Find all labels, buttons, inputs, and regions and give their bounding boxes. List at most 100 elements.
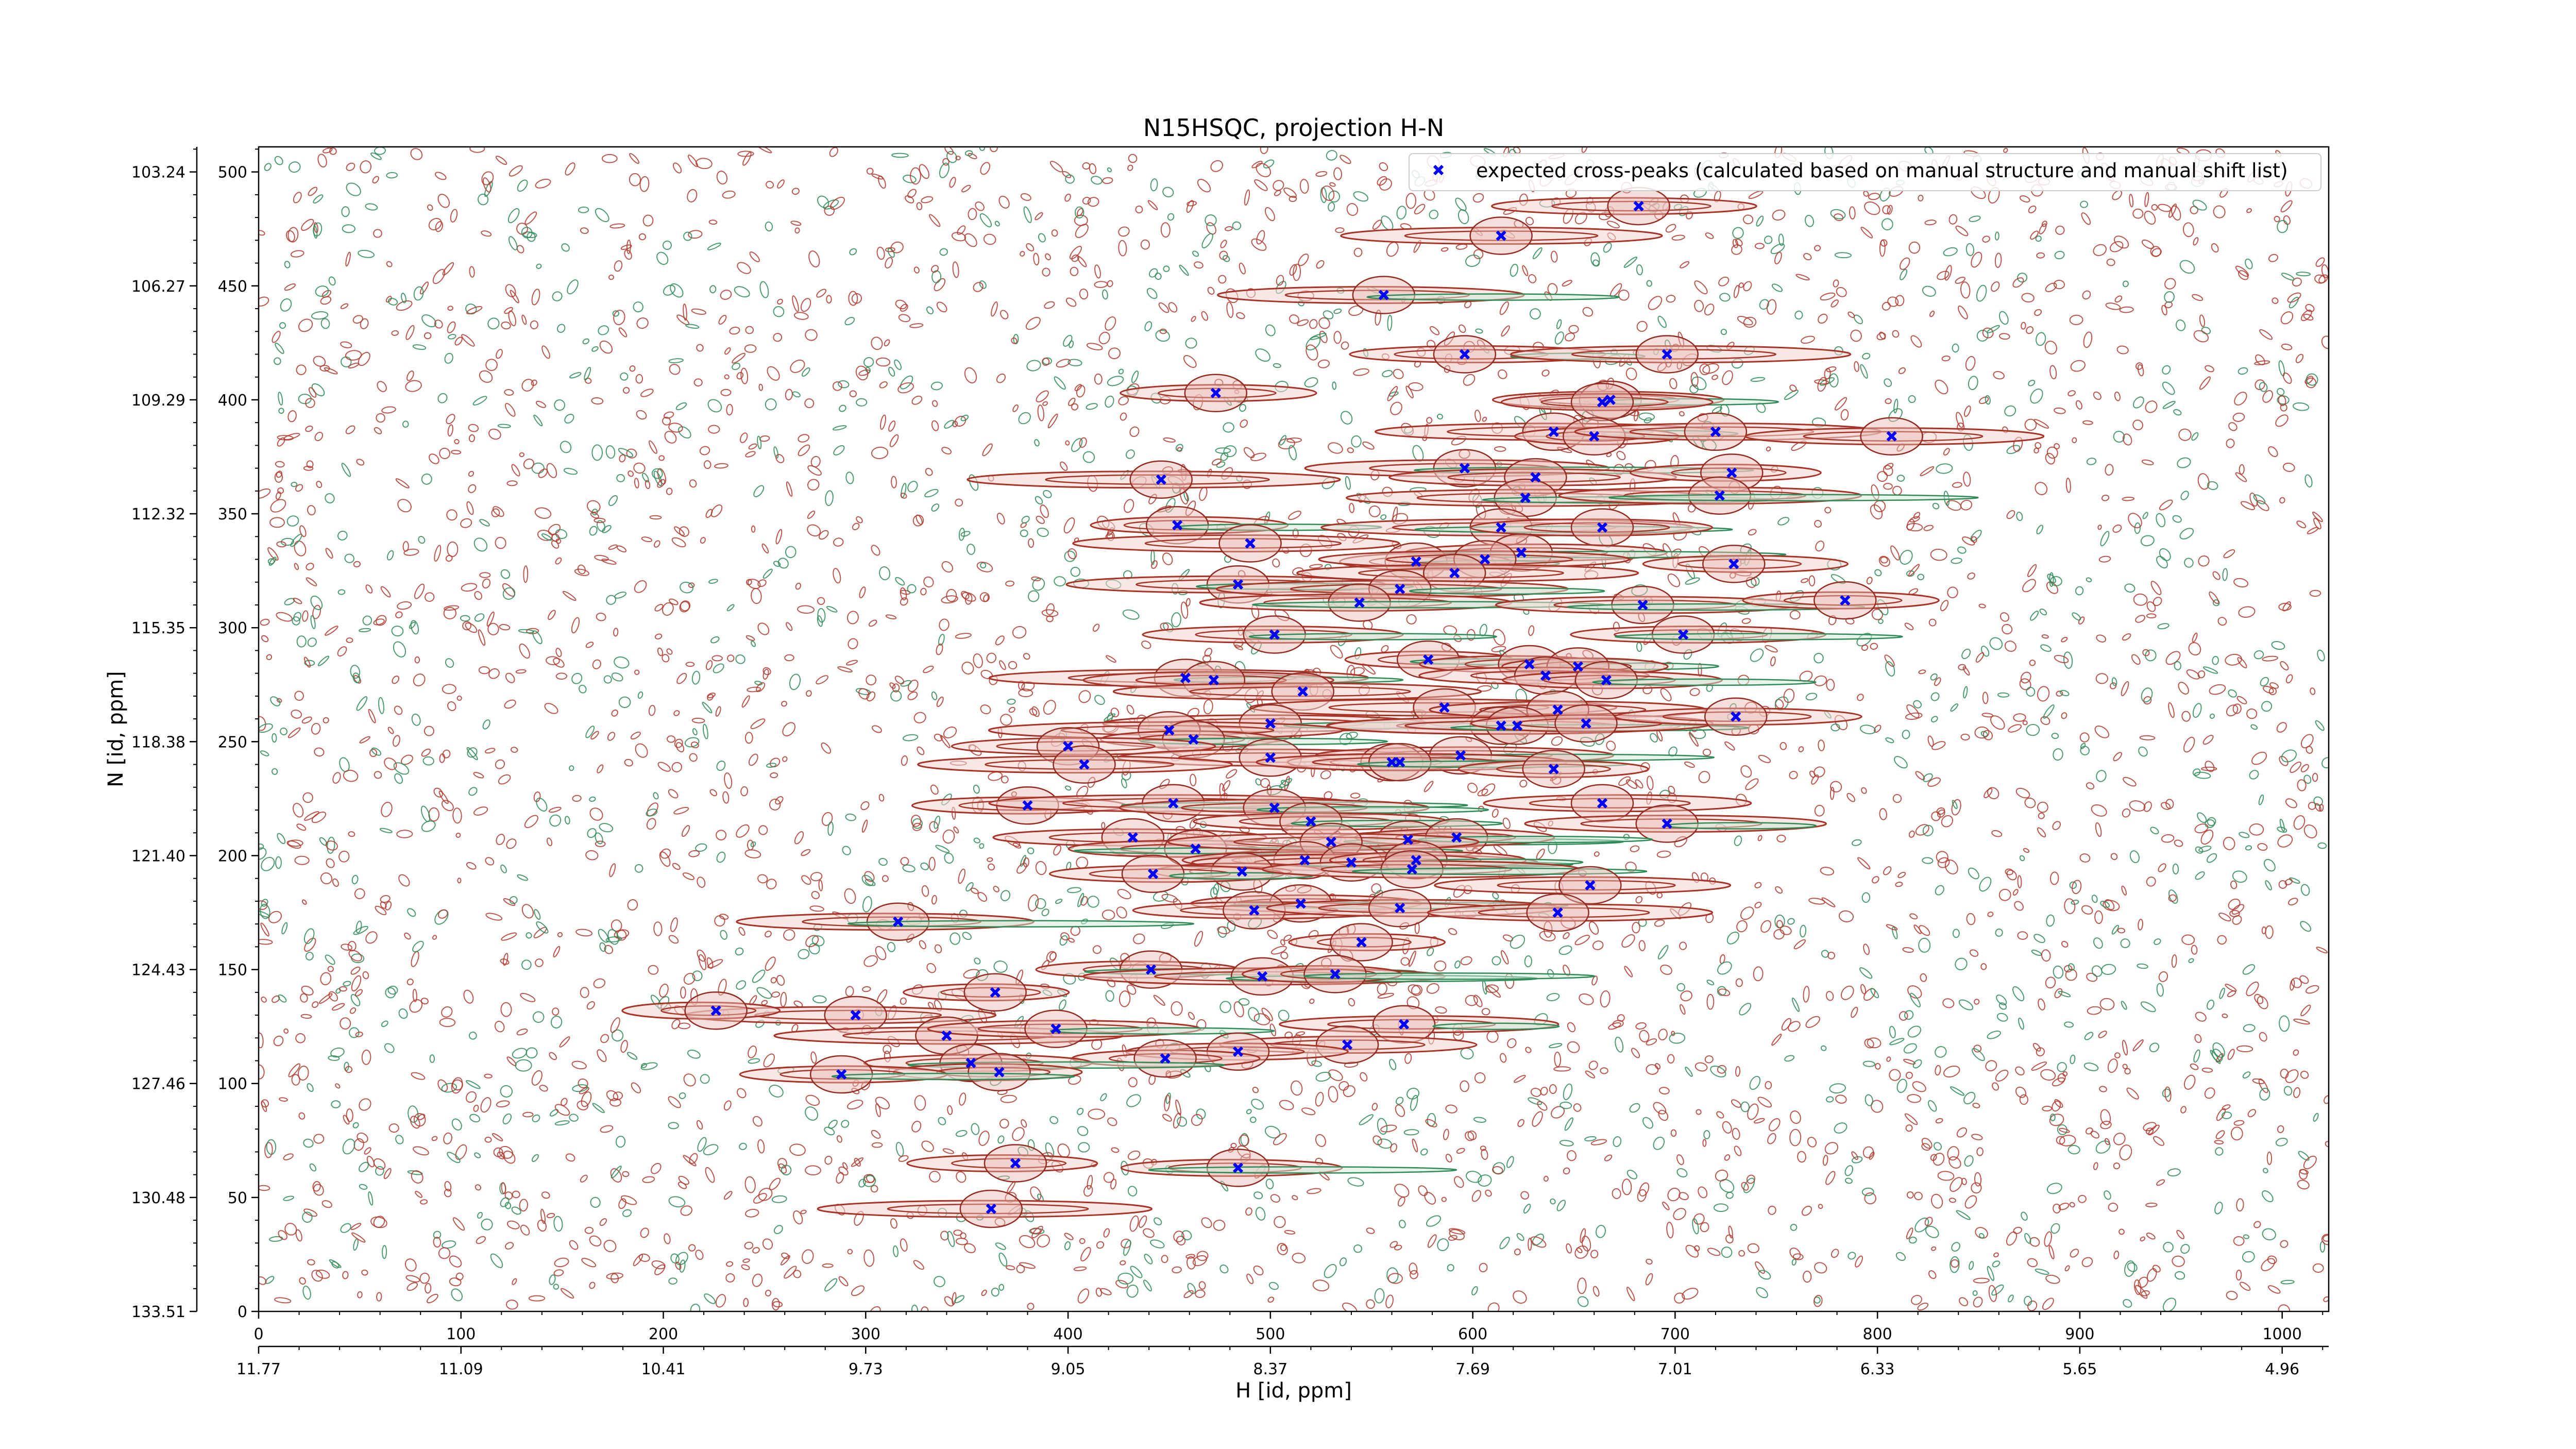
negative-contour	[1232, 221, 1242, 230]
positive-contour	[1818, 313, 1828, 324]
positive-contour	[376, 615, 387, 626]
positive-contour	[372, 176, 379, 184]
negative-contour	[517, 179, 528, 192]
positive-contour	[2123, 777, 2137, 787]
positive-contour	[606, 1272, 623, 1280]
cross-peak-marker	[893, 916, 904, 927]
positive-contour	[419, 1272, 430, 1284]
positive-contour	[349, 1007, 357, 1014]
positive-contour	[501, 932, 517, 941]
positive-contour	[1094, 373, 1103, 385]
negative-contour	[2157, 623, 2170, 630]
positive-contour	[293, 597, 302, 604]
positive-contour	[745, 451, 756, 458]
positive-contour	[955, 1238, 968, 1245]
positive-contour	[277, 437, 285, 447]
negative-contour	[329, 1259, 342, 1268]
positive-contour	[1638, 940, 1646, 951]
negative-contour	[589, 526, 598, 536]
negative-contour	[362, 615, 372, 626]
positive-contour	[316, 481, 323, 488]
negative-contour	[895, 1142, 904, 1157]
negative-contour	[1721, 1246, 1733, 1258]
negative-contour	[302, 1211, 313, 1223]
positive-contour	[2307, 527, 2319, 534]
cross-peak-marker	[710, 1005, 721, 1016]
positive-contour	[1501, 325, 1510, 337]
positive-contour	[1770, 656, 1776, 667]
positive-contour	[385, 901, 392, 911]
positive-contour	[1626, 1287, 1635, 1302]
positive-contour	[2215, 1130, 2225, 1139]
positive-contour	[2151, 204, 2158, 211]
positive-contour	[2064, 898, 2076, 914]
positive-contour	[1117, 889, 1131, 900]
negative-contour	[824, 1278, 838, 1292]
positive-contour	[651, 1260, 666, 1270]
negative-contour	[930, 381, 943, 391]
positive-contour	[871, 1130, 881, 1139]
negative-contour	[359, 1184, 368, 1190]
positive-contour	[1023, 653, 1030, 660]
negative-contour	[811, 935, 825, 947]
negative-contour	[2121, 1001, 2127, 1010]
negative-contour	[1692, 1218, 1699, 1235]
positive-contour	[1679, 941, 1687, 950]
cross-peak-marker	[1346, 857, 1357, 868]
negative-contour	[958, 527, 965, 541]
positive-contour	[1127, 164, 1133, 171]
negative-contour	[2279, 1015, 2290, 1032]
negative-contour	[1130, 1266, 1143, 1278]
positive-contour	[1950, 1177, 1963, 1192]
positive-contour	[259, 296, 269, 307]
positive-contour	[1409, 950, 1416, 967]
negative-contour	[675, 1252, 688, 1266]
negative-contour	[2167, 1168, 2181, 1177]
negative-contour	[325, 493, 335, 503]
negative-contour	[1750, 648, 1764, 662]
positive-contour	[1632, 922, 1640, 934]
positive-contour	[2122, 808, 2131, 818]
negative-contour	[2067, 1144, 2080, 1155]
positive-contour	[1044, 301, 1055, 309]
negative-contour	[307, 637, 317, 647]
negative-contour	[640, 1062, 658, 1070]
negative-contour	[421, 820, 436, 832]
positive-contour	[1927, 777, 1941, 787]
positive-contour	[2199, 314, 2206, 327]
cross-peak-marker	[1581, 718, 1591, 729]
positive-contour	[1995, 1069, 2009, 1082]
positive-contour	[1030, 1227, 1041, 1234]
positive-contour	[1474, 1072, 1486, 1084]
positive-contour	[2274, 215, 2280, 223]
positive-contour	[1718, 276, 1730, 287]
negative-contour	[1928, 1100, 1937, 1112]
positive-contour	[381, 802, 393, 817]
y-ppm-tick-label: 118.38	[131, 733, 185, 751]
positive-contour	[580, 1174, 588, 1183]
positive-contour	[381, 406, 396, 414]
positive-contour	[2199, 376, 2211, 390]
cross-peak-marker	[1411, 556, 1421, 567]
negative-contour	[2306, 373, 2318, 386]
positive-contour	[926, 963, 937, 973]
negative-contour	[1643, 417, 1652, 424]
positive-contour	[761, 543, 769, 554]
positive-contour	[296, 823, 307, 831]
positive-contour	[1371, 1103, 1378, 1111]
positive-contour	[1963, 405, 1971, 417]
positive-contour	[1648, 296, 1663, 310]
negative-contour	[1094, 695, 1105, 705]
x-tick-label: 1000	[2262, 1325, 2301, 1343]
negative-contour	[433, 1231, 442, 1239]
negative-contour	[1179, 264, 1189, 276]
positive-contour	[2262, 390, 2273, 403]
positive-contour	[614, 260, 623, 272]
positive-contour	[1037, 405, 1044, 422]
positive-contour	[348, 362, 359, 369]
positive-contour	[1815, 541, 1825, 552]
negative-contour	[2174, 1271, 2185, 1280]
negative-contour	[1167, 213, 1175, 221]
positive-contour	[744, 1176, 756, 1193]
negative-contour	[2262, 1190, 2274, 1203]
